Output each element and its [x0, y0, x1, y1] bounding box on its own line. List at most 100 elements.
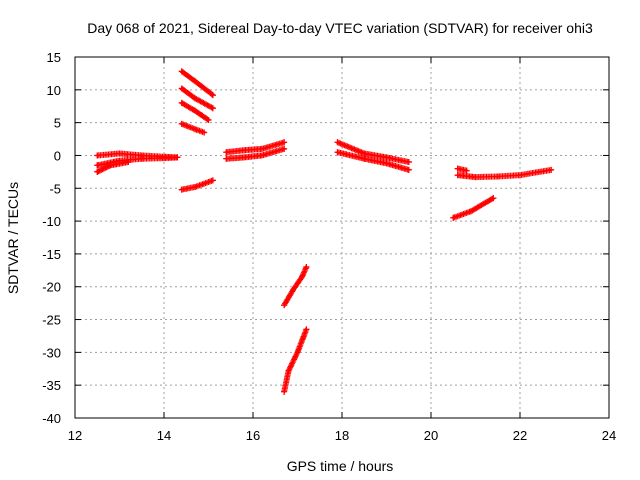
data-point: [299, 273, 305, 280]
data-point: [178, 120, 185, 127]
y-tick-label: -30: [42, 345, 61, 360]
series-arc-1c: [94, 159, 132, 175]
series-arc-9: [281, 326, 310, 395]
series-arc-7a: [223, 139, 288, 156]
series-arc-12: [450, 195, 497, 221]
data-point: [94, 168, 101, 175]
data-point: [192, 184, 199, 190]
y-tick-label: 15: [47, 50, 61, 65]
ticks: 12 14 16 18 20 22 24 15 10 5 0 -5 -10 -15 -20 -25 -30 -35…: [42, 50, 616, 443]
series-arc-2: [178, 68, 216, 99]
data-point: [285, 367, 292, 374]
data-trace: [178, 177, 216, 193]
data-point: [258, 145, 265, 152]
series-arc-10a: [334, 139, 412, 165]
data-point: [241, 154, 248, 161]
data-trace: [223, 145, 288, 162]
data-trace: [281, 264, 310, 309]
data-point: [94, 152, 101, 159]
x-tick-label: 18: [335, 428, 349, 443]
x-tick-label: 12: [68, 428, 82, 443]
series-arc-11b: [454, 166, 555, 181]
y-tick-label: 5: [54, 116, 61, 131]
data-point: [405, 166, 412, 173]
data-point: [125, 159, 132, 165]
data-point: [209, 92, 216, 99]
data-point: [548, 166, 555, 173]
series-arc-10b: [334, 149, 412, 173]
data-point: [361, 150, 368, 157]
data-point: [494, 173, 501, 180]
data-point: [178, 85, 185, 92]
data-trace: [450, 195, 497, 221]
data-point: [468, 208, 474, 215]
y-tick-label: 10: [47, 83, 61, 98]
data-trace: [454, 165, 470, 174]
data-point: [281, 388, 288, 395]
series-arc-6: [178, 177, 216, 193]
plot-frame: [74, 56, 610, 419]
data-point: [178, 68, 185, 75]
series-arc-3: [178, 85, 216, 112]
data-point: [281, 302, 288, 309]
data-point: [223, 149, 230, 156]
data-point: [223, 155, 230, 162]
chart-title: Day 068 of 2021, Sidereal Day-to-day VTE…: [87, 20, 593, 36]
data-point: [281, 139, 288, 146]
data-point: [383, 160, 390, 167]
x-tick-label: 14: [157, 428, 171, 443]
data-point: [241, 147, 248, 154]
data-point: [454, 172, 461, 179]
data-point: [294, 349, 301, 356]
data-trace: [281, 326, 310, 395]
series-arc-5: [178, 120, 208, 136]
x-tick-label: 20: [424, 428, 438, 443]
data-marks: [94, 68, 555, 395]
data-trace: [178, 120, 208, 136]
data-point: [138, 152, 145, 159]
data-point: [490, 195, 497, 202]
data-point: [178, 99, 185, 106]
data-point: [281, 145, 288, 152]
y-tick-label: -20: [42, 280, 61, 295]
data-trace: [178, 68, 216, 99]
series-arc-1b: [94, 150, 181, 161]
data-point: [472, 174, 479, 181]
data-point: [303, 264, 310, 270]
data-point: [192, 95, 199, 102]
x-tick-label: 24: [602, 428, 616, 443]
y-tick-label: -15: [42, 247, 61, 262]
data-point: [450, 214, 457, 221]
y-tick-label: -35: [42, 378, 61, 393]
data-point: [334, 149, 341, 156]
data-point: [192, 126, 199, 133]
data-point: [161, 153, 167, 160]
data-point: [94, 162, 101, 169]
data-point: [192, 78, 199, 85]
data-point: [463, 167, 470, 174]
y-tick-label: 0: [54, 148, 61, 163]
data-trace: [223, 139, 288, 156]
data-point: [361, 155, 368, 162]
data-point: [209, 105, 216, 112]
data-point: [201, 129, 208, 136]
y-tick-label: -25: [42, 313, 61, 328]
grid: [75, 57, 609, 418]
data-point: [517, 172, 523, 179]
data-point: [192, 107, 199, 114]
data-point: [405, 159, 412, 165]
series-arc-4: [178, 99, 212, 123]
data-point: [116, 150, 123, 157]
y-tick-label: -5: [49, 181, 61, 196]
x-tick-label: 16: [246, 428, 260, 443]
data-point: [205, 117, 212, 123]
data-point: [454, 165, 461, 172]
data-point: [303, 326, 310, 333]
series-arc-11a: [454, 165, 470, 174]
series-arc-8: [281, 264, 310, 309]
y-axis-label: SDTVAR / TECUs: [5, 182, 21, 294]
data-point: [209, 177, 216, 184]
data-point: [258, 152, 265, 159]
x-axis-label: GPS time / hours: [287, 458, 394, 474]
